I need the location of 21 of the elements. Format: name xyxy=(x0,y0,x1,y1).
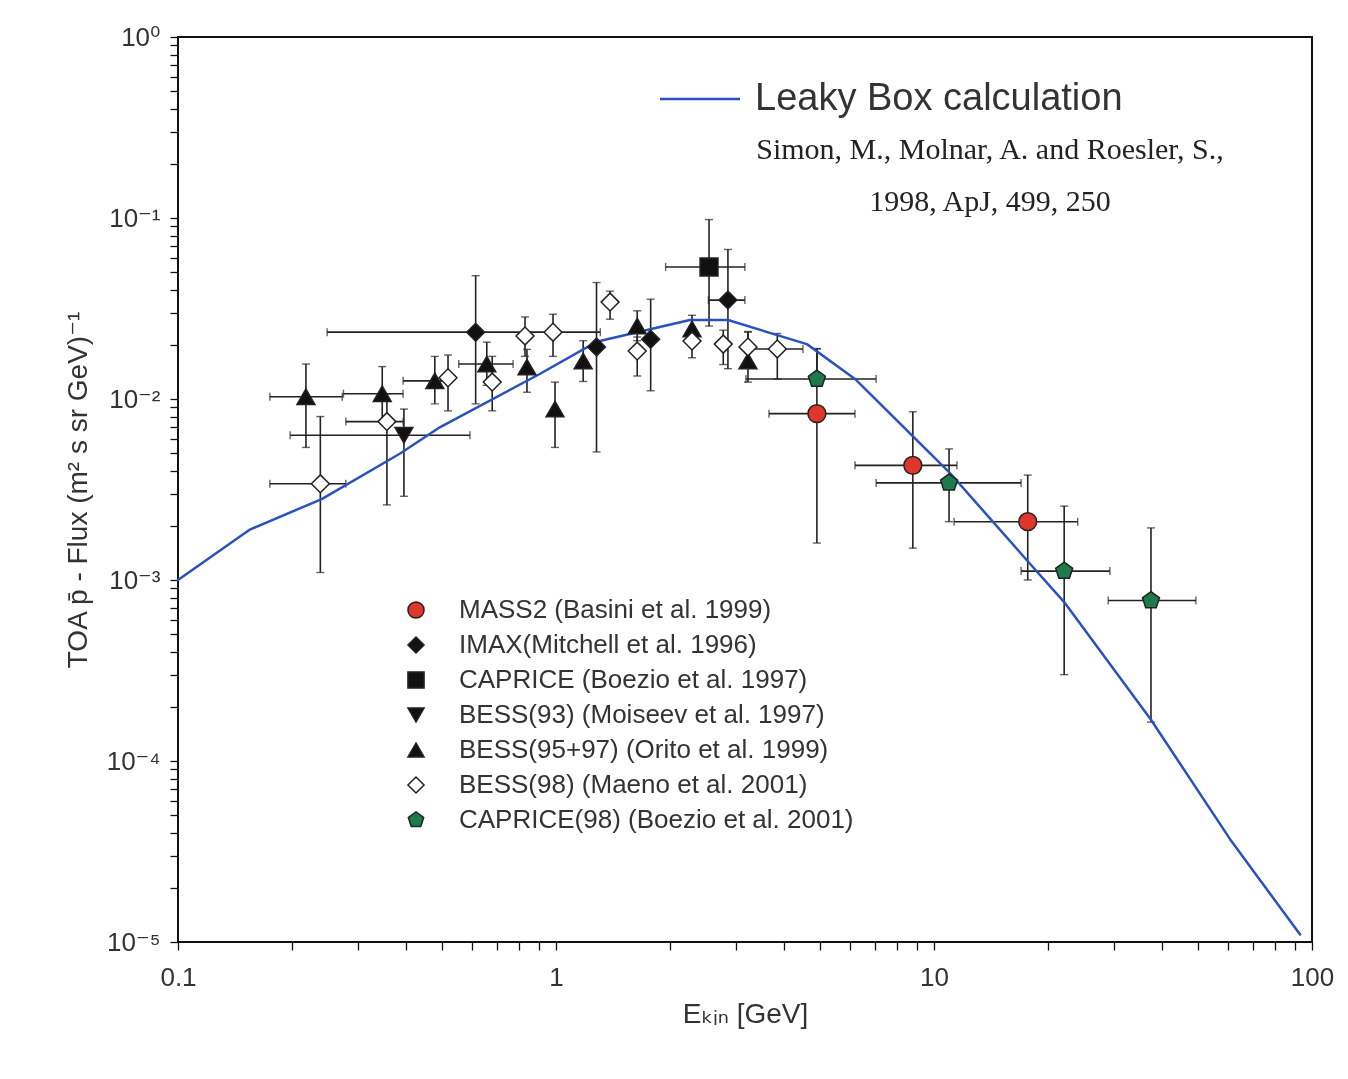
legend-label: BESS(98) (Maeno et al. 2001) xyxy=(459,769,808,799)
legend-label: BESS(95+97) (Orito et al. 1999) xyxy=(459,734,829,764)
y-tick-label: 10⁻² xyxy=(109,383,161,414)
legend-label: CAPRICE(98) (Boezio et al. 2001) xyxy=(459,804,854,834)
x-tick-label: 10 xyxy=(920,961,949,992)
y-tick-label: 10⁻³ xyxy=(109,564,161,595)
legend-label: MASS2 (Basini et al. 1999) xyxy=(459,594,772,624)
x-axis-title: Eₖᵢₙ [GeV] xyxy=(682,997,809,1029)
x-tick-label: 1 xyxy=(549,961,564,992)
y-tick-label: 10⁻¹ xyxy=(109,202,161,233)
annotation: Simon, M., Molnar, A. and Roesler, S., 1998, ApJ, 499, 250 xyxy=(756,132,1224,217)
x-tick-label: 100 xyxy=(1290,961,1335,992)
legend-label: IMAX(Mitchell et al. 1996) xyxy=(459,629,757,659)
y-tick-label: 10⁰ xyxy=(121,21,161,52)
y-axis-title: TOA p̄ - Flux (m² s sr GeV)⁻¹ xyxy=(61,311,93,669)
legend-label: Leaky Box calculation xyxy=(755,76,1123,118)
y-tick-label: 10⁻⁴ xyxy=(106,745,161,776)
y-tick-label: 10⁻⁵ xyxy=(107,926,161,957)
x-tick-label: 0.1 xyxy=(160,961,197,992)
legend-label: CAPRICE (Boezio et al. 1997) xyxy=(459,664,808,694)
legend-label: BESS(93) (Moiseev et al. 1997) xyxy=(459,699,825,729)
